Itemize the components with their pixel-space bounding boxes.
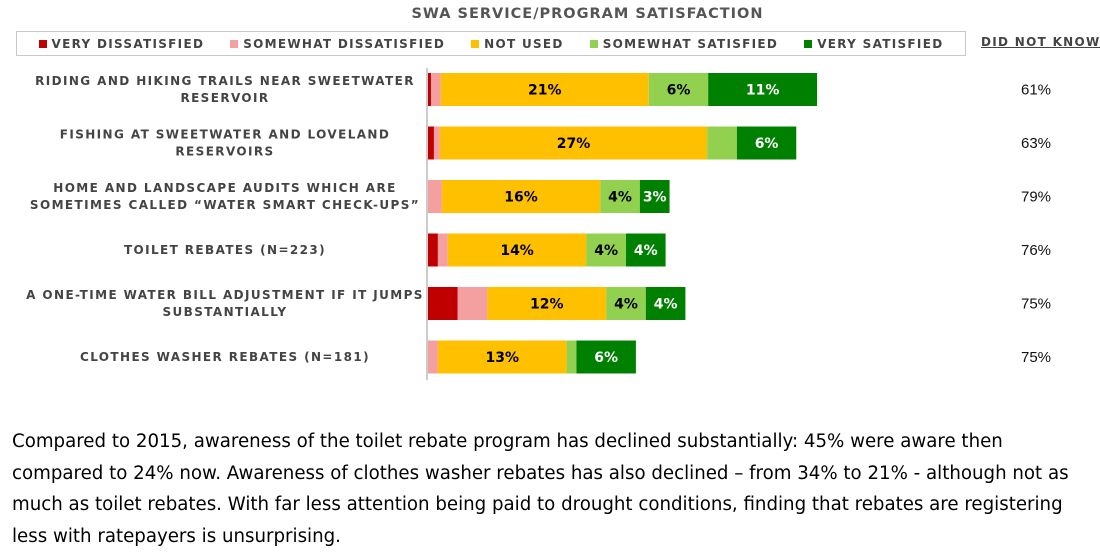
summary-paragraph: Compared to 2015, awareness of the toile… bbox=[12, 431, 1069, 547]
data-label: 4% bbox=[634, 243, 658, 259]
data-label: 12% bbox=[530, 297, 564, 313]
bar-segment bbox=[566, 340, 577, 374]
bar-segment bbox=[433, 126, 440, 160]
legend-item: VERY DISSATISFIED bbox=[38, 36, 205, 51]
bar-segment bbox=[430, 73, 441, 106]
legend-swatch bbox=[230, 39, 239, 48]
bar-segment bbox=[645, 287, 686, 320]
legend-item: VERY SATISFIED bbox=[804, 37, 943, 51]
data-label: 6% bbox=[755, 136, 779, 152]
data-label: 14% bbox=[500, 243, 534, 259]
data-label: 3% bbox=[643, 190, 667, 206]
bar-segment bbox=[441, 180, 601, 213]
category-label: CLOTHES WASHER REBATES (N=181) bbox=[80, 350, 370, 364]
data-label: 4% bbox=[594, 243, 618, 259]
stacked-bar-chart: RIDING AND HIKING TRAILS NEAR SWEETWATER… bbox=[26, 68, 1051, 380]
legend-item: SOMEWHAT DISSATISFIED bbox=[230, 37, 445, 51]
data-label: 16% bbox=[504, 190, 538, 206]
category-label: A ONE-TIME WATER BILL ADJUSTMENT IF IT J… bbox=[26, 288, 424, 302]
legend-label: SOMEWHAT DISSATISFIED bbox=[243, 36, 446, 51]
data-label: 6% bbox=[667, 83, 691, 99]
data-label: 4% bbox=[608, 190, 632, 206]
data-label: 11% bbox=[746, 83, 780, 99]
chart-title: SWA SERVICE/PROGRAM SATISFACTION bbox=[411, 6, 764, 22]
category-label: TOILET REBATES (N=223) bbox=[124, 243, 326, 257]
data-label: 27% bbox=[557, 136, 591, 152]
bar-segment bbox=[428, 287, 458, 320]
did-not-know-value: 61% bbox=[1021, 82, 1051, 99]
category-label: FISHING AT SWEETWATER AND LOVELAND bbox=[60, 128, 391, 142]
legend-label: VERY DISSATISFIED bbox=[51, 36, 205, 51]
data-label: 21% bbox=[528, 83, 562, 99]
bar-segment bbox=[428, 126, 434, 160]
data-label: 4% bbox=[654, 297, 678, 313]
legend-item: NOT USED bbox=[471, 37, 564, 51]
bar-segment bbox=[428, 233, 438, 267]
did-not-know-value: 79% bbox=[1021, 189, 1051, 206]
legend-swatch bbox=[471, 39, 480, 48]
bar-segment bbox=[708, 73, 818, 106]
bar-segment bbox=[428, 73, 431, 106]
bar-segment bbox=[639, 180, 670, 213]
data-label: 4% bbox=[614, 297, 638, 313]
legend-label: NOT USED bbox=[484, 36, 564, 51]
bar-segment bbox=[447, 233, 587, 267]
legend-label: SOMEWHAT SATISFIED bbox=[602, 36, 779, 51]
legend-swatch bbox=[804, 39, 813, 48]
did-not-know-value: 75% bbox=[1021, 296, 1051, 313]
bar-segment bbox=[648, 73, 709, 106]
category-label: SUBSTANTIALLY bbox=[162, 305, 287, 319]
category-label: RIDING AND HIKING TRAILS NEAR SWEETWATER bbox=[35, 74, 415, 88]
bar-segment bbox=[576, 340, 636, 374]
legend-item: SOMEWHAT SATISFIED bbox=[589, 36, 779, 51]
bar-segment bbox=[600, 180, 640, 213]
bar-segment bbox=[586, 233, 626, 267]
data-label: 6% bbox=[594, 350, 618, 366]
category-label: RESERVOIRS bbox=[175, 145, 274, 159]
did-not-know-value: 75% bbox=[1021, 349, 1051, 366]
bar-segment bbox=[626, 233, 666, 267]
category-label: RESERVOIR bbox=[180, 91, 269, 105]
did-not-know-header: DID NOT KNOW bbox=[981, 35, 1100, 49]
data-label: 13% bbox=[485, 350, 519, 366]
bar-segment bbox=[439, 126, 708, 160]
chart-legend: VERY DISSATISFIED SOMEWHAT DISSATISFIED NO… bbox=[16, 31, 966, 56]
bar-segment bbox=[428, 180, 442, 213]
bar-segment bbox=[457, 287, 488, 320]
bar-segment bbox=[736, 126, 797, 160]
legend-label: VERY SATISFIED bbox=[817, 36, 944, 51]
did-not-know-value: 63% bbox=[1021, 135, 1051, 152]
bar-segment bbox=[487, 287, 607, 320]
bar-segment bbox=[437, 340, 567, 374]
category-label: SOMETIMES CALLED “WATER SMART CHECK-UPS” bbox=[30, 198, 420, 212]
bar-segment bbox=[707, 126, 737, 160]
category-label: HOME AND LANDSCAPE AUDITS WHICH ARE bbox=[53, 181, 396, 195]
bar-segment bbox=[440, 73, 649, 106]
legend-swatch bbox=[38, 39, 47, 48]
bar-segment bbox=[428, 340, 438, 374]
did-not-know-value: 76% bbox=[1021, 242, 1051, 259]
bar-segment bbox=[437, 233, 448, 267]
bar-segment bbox=[606, 287, 646, 320]
legend-swatch bbox=[589, 39, 598, 48]
